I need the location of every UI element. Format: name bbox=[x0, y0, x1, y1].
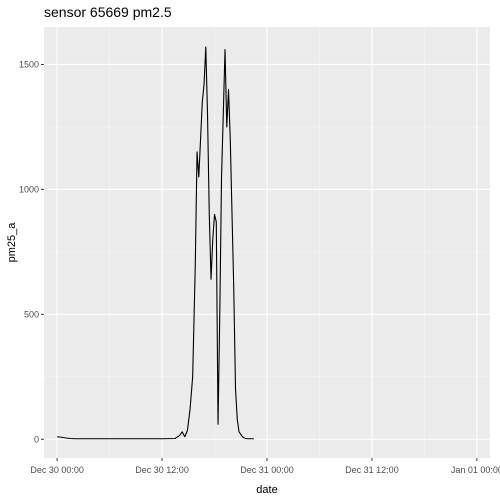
y-tick-label: 1000 bbox=[19, 184, 39, 194]
x-tick-label: Dec 31 12:00 bbox=[345, 465, 399, 475]
y-tick-label: 500 bbox=[24, 309, 39, 319]
x-tick-label: Jan 01 00:00 bbox=[451, 465, 500, 475]
x-axis-title: date bbox=[256, 484, 277, 496]
y-tick-label: 1500 bbox=[19, 59, 39, 69]
x-tick-label: Dec 30 00:00 bbox=[30, 465, 84, 475]
y-axis: 0 500 1000 1500 bbox=[19, 59, 44, 444]
chart-title: sensor 65669 pm2.5 bbox=[44, 4, 172, 20]
y-axis-title: pm25_a bbox=[6, 222, 18, 263]
x-tick-label: Dec 30 12:00 bbox=[135, 465, 189, 475]
x-tick-label: Dec 31 00:00 bbox=[240, 465, 294, 475]
series-line-pm25_a bbox=[57, 46, 254, 440]
x-axis: Dec 30 00:00 Dec 30 12:00 Dec 31 00:00 Dec … bbox=[30, 458, 500, 475]
series-layer bbox=[57, 46, 254, 440]
y-tick-label: 0 bbox=[34, 434, 39, 444]
